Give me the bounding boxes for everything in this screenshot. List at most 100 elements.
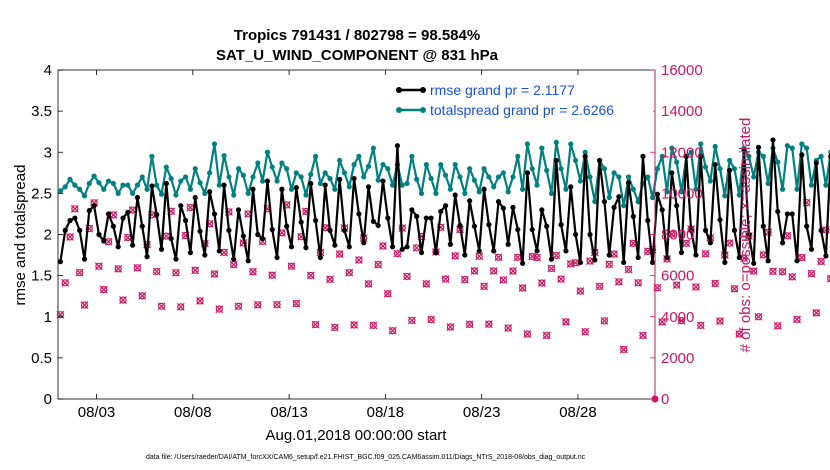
obs-assimilated-marker <box>537 279 546 287</box>
y-tick-label: 0.5 <box>31 350 52 367</box>
obs-assimilated-marker <box>489 266 498 275</box>
obs-possible-marker <box>552 251 560 260</box>
obs-possible-marker <box>331 323 339 332</box>
totalspread-point <box>495 174 502 180</box>
obs-assimilated-marker <box>817 257 826 266</box>
obs-count-point <box>354 256 363 264</box>
totalspread-point <box>712 143 718 150</box>
rmse-layer <box>57 137 830 266</box>
totalspread-point <box>505 189 511 195</box>
obs-count-point <box>557 275 566 284</box>
obs-assimilated-marker <box>826 274 830 279</box>
y-axis-label: rmse and totalspread <box>12 165 29 306</box>
obs-assimilated-marker <box>234 302 243 311</box>
obs-possible-marker <box>494 253 503 261</box>
obs-possible-marker <box>490 267 498 275</box>
obs-assimilated-marker <box>451 251 460 260</box>
rmse-point <box>804 223 810 229</box>
totalspread-point <box>361 174 367 180</box>
obs-count-point <box>711 279 720 288</box>
rmse-point <box>144 254 150 260</box>
rmse-point <box>211 211 218 217</box>
rmse-point <box>505 241 511 247</box>
rmse-point <box>125 209 131 215</box>
rmse-point <box>486 222 492 228</box>
obs-possible-marker <box>499 276 507 284</box>
rmse-point <box>187 249 193 256</box>
obs-count-point <box>634 278 643 287</box>
y-tick-label: 3.5 <box>31 103 52 120</box>
obs-count-point <box>292 299 301 308</box>
rmse-point <box>438 208 444 215</box>
rmse-point <box>582 153 588 159</box>
rmse-point <box>625 180 632 186</box>
legend-spread-marker <box>420 107 426 113</box>
obs-assimilated-marker <box>253 300 262 309</box>
obs-assimilated-marker <box>807 269 816 278</box>
totalspread-point <box>221 152 227 159</box>
totalspread-point <box>96 180 102 186</box>
totalspread-point <box>390 182 396 188</box>
totalspread-point <box>447 186 453 192</box>
totalspread-point <box>823 182 829 188</box>
obs-assimilated-marker <box>788 272 797 281</box>
totalspread-point <box>707 178 713 184</box>
obs-count-point <box>80 301 89 309</box>
obs-possible-marker <box>812 309 820 317</box>
obs-assimilated-marker <box>764 228 773 237</box>
totalspread-point <box>332 186 338 192</box>
rmse-point <box>457 222 463 229</box>
rmse-point <box>322 182 328 188</box>
totalspread-point <box>245 190 251 196</box>
rmse-point <box>674 203 680 209</box>
obs-count-point <box>749 267 758 276</box>
rmse-point <box>101 238 107 244</box>
obs-assimilated-marker <box>133 263 142 272</box>
rmse-point <box>356 211 362 217</box>
obs-assimilated-marker <box>504 324 513 332</box>
totalspread-point <box>467 166 473 172</box>
obs-assimilated-marker <box>354 256 363 264</box>
rmse-point <box>664 254 670 261</box>
y-right-tick-label: 6000 <box>661 268 694 285</box>
obs-count-point <box>403 272 411 281</box>
rmse-point <box>572 231 579 238</box>
obs-possible-marker <box>596 282 604 290</box>
obs-assimilated-marker <box>783 231 792 240</box>
totalspread-point <box>789 145 795 151</box>
rmse-point <box>240 233 246 239</box>
totalspread-point <box>288 186 295 192</box>
totalspread-point <box>274 178 280 184</box>
obs-count-point <box>364 279 373 288</box>
totalspread-point <box>418 190 425 196</box>
obs-possible-marker <box>393 250 402 258</box>
totalspread-point <box>563 186 569 192</box>
rmse-point <box>654 191 661 197</box>
rmse-point <box>173 256 179 262</box>
obs-possible-marker <box>364 280 373 288</box>
obs-count-point <box>518 284 527 292</box>
obs-assimilated-marker <box>759 250 768 259</box>
obs-assimilated-marker <box>138 291 147 300</box>
totalspread-point <box>539 145 545 151</box>
obs-assimilated-marker <box>364 279 373 288</box>
totalspread-point <box>736 192 742 198</box>
obs-possible-marker <box>446 323 454 331</box>
totalspread-point <box>731 166 738 172</box>
totalspread-point <box>409 153 415 159</box>
rmse-point <box>751 260 757 266</box>
totalspread-point <box>356 153 362 159</box>
totalspread-point <box>433 190 439 196</box>
obs-assimilated-marker <box>229 260 238 269</box>
obs-count-point <box>383 289 392 298</box>
obs-possible-marker <box>701 250 710 258</box>
obs-possible-marker <box>480 282 488 290</box>
rmse-point <box>553 157 559 164</box>
obs-possible-marker <box>234 302 243 310</box>
totalspread-point <box>91 173 97 179</box>
obs-count-layer <box>56 198 830 403</box>
rmse-point <box>736 254 742 261</box>
totalspread-point <box>163 164 169 170</box>
rmse-point <box>91 203 97 209</box>
totalspread-point <box>515 153 521 159</box>
